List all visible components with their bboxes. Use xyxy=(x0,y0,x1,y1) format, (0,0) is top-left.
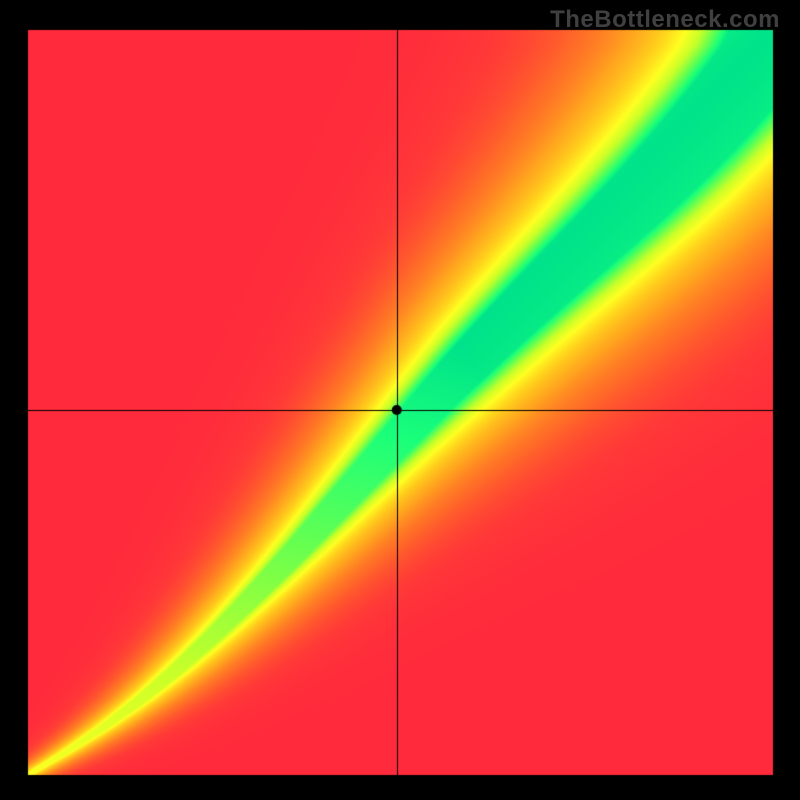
heatmap-canvas xyxy=(0,0,800,800)
chart-container: TheBottleneck.com xyxy=(0,0,800,800)
watermark-text: TheBottleneck.com xyxy=(550,6,780,34)
